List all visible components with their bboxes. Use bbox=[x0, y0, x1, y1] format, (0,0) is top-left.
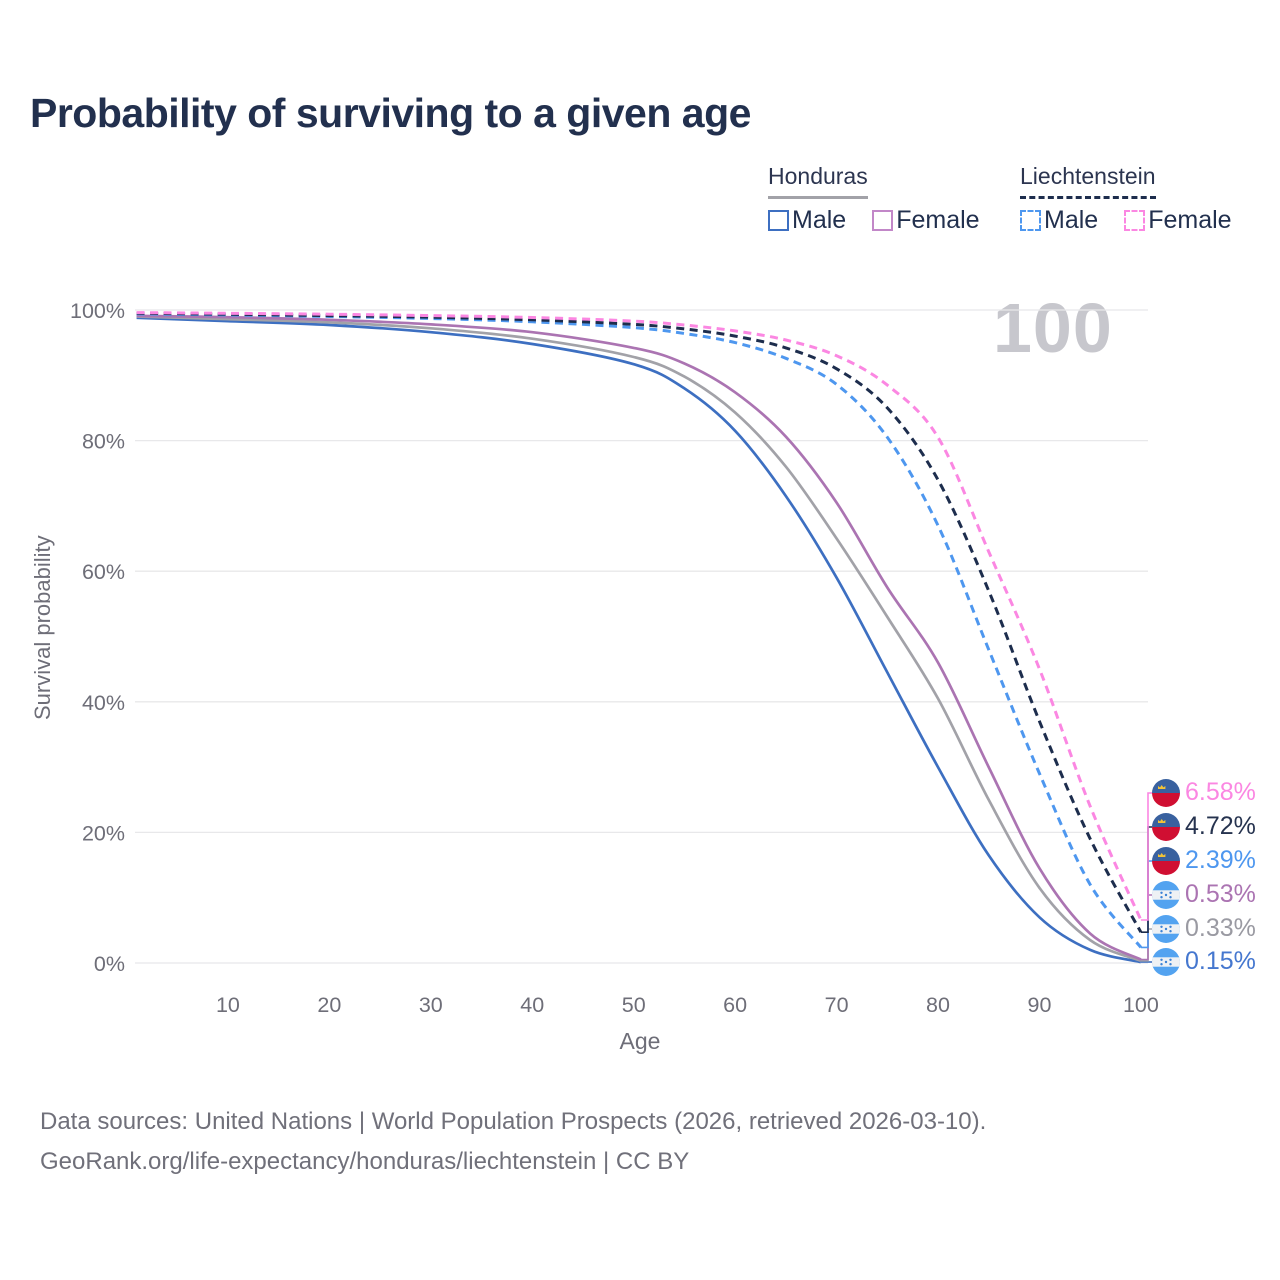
legend-item-honduras-male[interactable]: Male bbox=[768, 206, 846, 235]
leader-line bbox=[1140, 826, 1152, 933]
legend-item-label: Male bbox=[792, 206, 847, 234]
honduras-total-line[interactable] bbox=[136, 315, 1142, 963]
page-title: Probability of surviving to a given age bbox=[30, 90, 751, 136]
legend-item-liechtenstein-male[interactable]: Male bbox=[1020, 206, 1098, 235]
end-label-leader-lines bbox=[1140, 792, 1152, 963]
survival-curves bbox=[136, 311, 1143, 964]
liechtenstein-female-swatch bbox=[1124, 210, 1146, 231]
attribution-line: GeoRank.org/life-expectancy/honduras/lie… bbox=[40, 1148, 690, 1175]
honduras-female-line[interactable] bbox=[136, 314, 1142, 961]
end-label-row: 6.58% bbox=[1152, 778, 1256, 807]
legend-item-label: Female bbox=[1148, 206, 1232, 234]
x-tick-label: 40 bbox=[520, 993, 544, 1017]
leader-line bbox=[1140, 792, 1152, 921]
end-label-row: 0.33% bbox=[1152, 914, 1256, 943]
y-tick-labels: 0% 20% 40% 60% 80% 100% bbox=[70, 299, 125, 976]
x-tick-label: 100 bbox=[1123, 993, 1159, 1017]
y-tick-label: 60% bbox=[82, 560, 125, 584]
y-tick-label: 0% bbox=[94, 952, 125, 976]
end-label-value: 2.39% bbox=[1185, 846, 1256, 874]
x-tick-label: 70 bbox=[825, 993, 849, 1017]
end-label-value: 0.33% bbox=[1185, 914, 1256, 942]
liechtenstein-male-line[interactable] bbox=[136, 312, 1143, 949]
honduras-flag-icon bbox=[1152, 914, 1180, 943]
end-label-value: 4.72% bbox=[1185, 812, 1256, 840]
x-tick-label: 20 bbox=[317, 993, 341, 1017]
honduras-flag-icon bbox=[1152, 880, 1180, 909]
x-tick-label: 30 bbox=[419, 993, 443, 1017]
leader-line bbox=[1140, 894, 1152, 961]
legend-item-honduras-female[interactable]: Female bbox=[872, 206, 980, 235]
legend-country-honduras[interactable]: Honduras bbox=[768, 163, 868, 199]
end-label-row: 0.53% bbox=[1152, 880, 1256, 909]
end-label-value: 0.53% bbox=[1185, 880, 1256, 908]
end-label-value: 0.15% bbox=[1185, 947, 1256, 975]
legend-item-label: Male bbox=[1044, 206, 1099, 234]
age-counter-watermark: 100 bbox=[993, 289, 1113, 367]
honduras-male-swatch bbox=[768, 210, 789, 231]
liechtenstein-male-swatch bbox=[1020, 210, 1041, 231]
legend-items-honduras: Male Female bbox=[768, 206, 980, 235]
x-tick-label: 90 bbox=[1027, 993, 1051, 1017]
y-tick-label: 40% bbox=[82, 691, 125, 715]
y-tick-label: 100% bbox=[70, 299, 125, 323]
data-source-line: Data sources: United Nations | World Pop… bbox=[40, 1108, 987, 1135]
honduras-female-swatch bbox=[872, 210, 894, 231]
gridlines bbox=[135, 309, 1148, 964]
honduras-male-line[interactable] bbox=[136, 316, 1142, 964]
end-label-row: 0.15% bbox=[1152, 947, 1256, 976]
y-tick-label: 80% bbox=[82, 430, 125, 454]
x-axis-title: Age bbox=[619, 1028, 661, 1054]
x-tick-labels: 10 20 30 40 50 60 70 80 90 100 bbox=[216, 993, 1159, 1017]
y-tick-label: 20% bbox=[82, 821, 125, 845]
honduras-flag-icon bbox=[1152, 947, 1180, 976]
legend-group-liechtenstein: Liechtenstein Male Female bbox=[1020, 163, 1232, 235]
x-tick-label: 80 bbox=[926, 993, 950, 1017]
liechtenstein-total-line[interactable] bbox=[136, 311, 1143, 933]
x-tick-label: 50 bbox=[622, 993, 646, 1017]
end-label-value: 6.58% bbox=[1185, 778, 1256, 806]
legend-item-label: Female bbox=[896, 206, 980, 234]
x-tick-label: 10 bbox=[216, 993, 240, 1017]
end-label-row: 2.39% bbox=[1152, 846, 1256, 875]
leader-line bbox=[1140, 928, 1152, 962]
liechtenstein-flag-icon bbox=[1152, 812, 1180, 841]
legend-items-liechtenstein: Male Female bbox=[1020, 206, 1232, 235]
liechtenstein-female-line[interactable] bbox=[136, 311, 1143, 921]
liechtenstein-flag-icon bbox=[1152, 778, 1180, 807]
end-label-row: 4.72% bbox=[1152, 812, 1256, 841]
legend-group-honduras: Honduras Male Female bbox=[768, 163, 980, 235]
legend-country-liechtenstein[interactable]: Liechtenstein bbox=[1020, 163, 1156, 199]
x-tick-label: 60 bbox=[723, 993, 747, 1017]
legend-item-liechtenstein-female[interactable]: Female bbox=[1124, 206, 1232, 235]
leader-line bbox=[1140, 860, 1152, 949]
liechtenstein-flag-icon bbox=[1152, 846, 1180, 875]
